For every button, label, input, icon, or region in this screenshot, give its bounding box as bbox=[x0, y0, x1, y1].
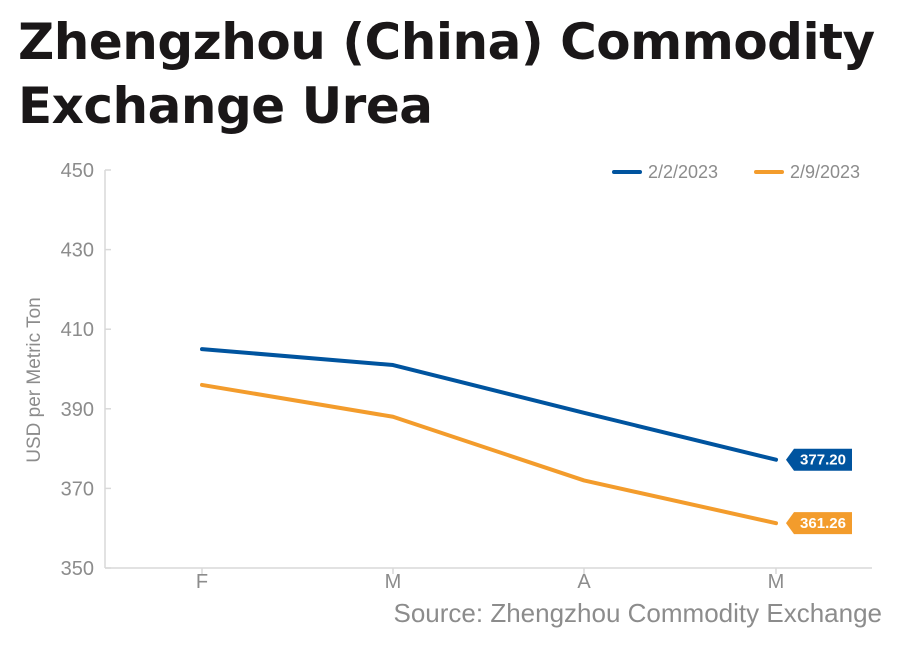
y-axis-label: USD per Metric Ton bbox=[24, 297, 45, 462]
legend: 2/2/2023 2/9/2023 bbox=[612, 162, 860, 182]
series-line-2 bbox=[200, 382, 778, 526]
y-tick-label: 390 bbox=[61, 399, 94, 421]
x-tick-label: A bbox=[577, 571, 591, 593]
y-tick-label: 370 bbox=[61, 478, 94, 500]
end-label-text-2: 361.26 bbox=[800, 515, 846, 532]
x-tick-label: M bbox=[385, 571, 402, 593]
chart-title: Zhengzhou (China) Commodity Exchange Ure… bbox=[18, 13, 875, 135]
x-tick-label: M bbox=[768, 571, 785, 593]
y-tick-label: 410 bbox=[61, 319, 94, 341]
source-note: Source: Zhengzhou Commodity Exchange bbox=[393, 598, 883, 628]
end-labels: 377.20 361.26 bbox=[786, 448, 852, 535]
legend-label-1: 2/2/2023 bbox=[648, 162, 718, 182]
series-lines bbox=[200, 347, 778, 526]
axes: 350 370 390 410 430 450 F M A M USD per Metric Ton bbox=[24, 160, 872, 593]
series-line-1 bbox=[200, 347, 778, 462]
end-label-text-1: 377.20 bbox=[800, 452, 846, 469]
x-tick-label: F bbox=[196, 571, 208, 593]
y-tick-label: 350 bbox=[61, 558, 94, 580]
y-tick-label: 450 bbox=[61, 160, 94, 182]
end-label-tag-2 bbox=[786, 512, 852, 535]
legend-label-2: 2/9/2023 bbox=[790, 162, 860, 182]
end-label-tag-1 bbox=[786, 448, 852, 471]
y-tick-label: 430 bbox=[61, 240, 94, 262]
